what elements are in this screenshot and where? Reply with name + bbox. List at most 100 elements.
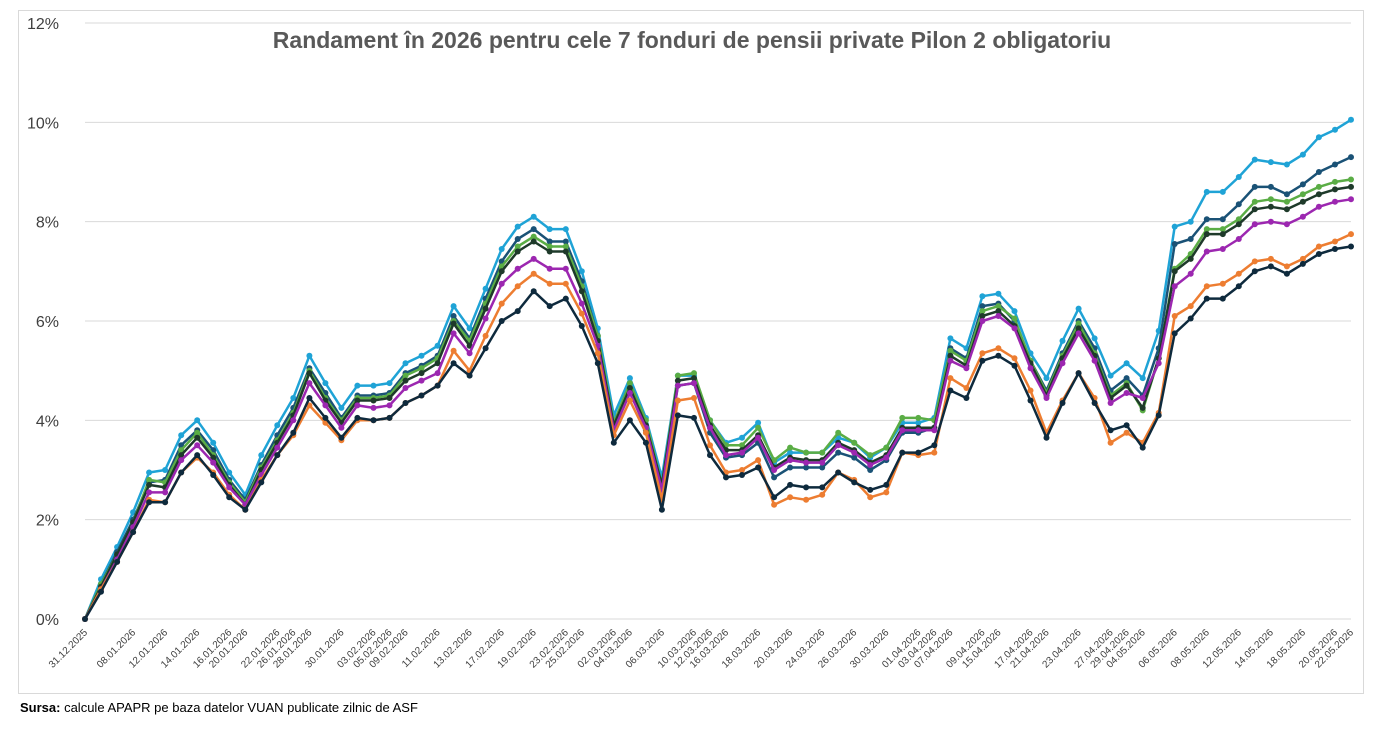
data-point (851, 439, 858, 446)
data-point (610, 439, 617, 446)
data-point (691, 380, 697, 387)
data-point (867, 486, 874, 493)
data-point (1107, 439, 1114, 446)
data-point (178, 447, 185, 454)
data-point (290, 395, 297, 401)
data-point (402, 360, 409, 367)
y-tick-label: 0% (36, 612, 59, 629)
data-point (194, 452, 201, 459)
data-point (1332, 186, 1338, 193)
data-point (98, 588, 104, 595)
data-point (626, 417, 633, 424)
data-point (642, 439, 649, 446)
data-point (1187, 270, 1194, 277)
data-point (386, 402, 393, 409)
data-point (338, 404, 345, 411)
data-point (194, 417, 201, 424)
data-point (578, 288, 585, 295)
data-point (482, 332, 489, 339)
data-point (979, 303, 986, 310)
data-point (755, 419, 762, 426)
data-point (995, 352, 1002, 359)
data-point (1251, 198, 1258, 205)
data-point (546, 238, 553, 245)
data-point (370, 404, 377, 411)
data-point (803, 459, 810, 466)
data-point (1011, 325, 1018, 332)
data-point (482, 285, 489, 292)
data-point (739, 467, 745, 473)
data-point (418, 370, 425, 377)
data-point (1251, 221, 1258, 228)
data-point (1283, 270, 1290, 277)
data-point (915, 427, 922, 434)
data-point (995, 303, 1002, 310)
data-point (498, 318, 505, 324)
data-point (290, 417, 297, 424)
data-point (1011, 315, 1018, 322)
data-point (1267, 255, 1274, 262)
data-point (146, 481, 153, 488)
y-tick-label: 6% (36, 314, 59, 331)
data-point (819, 491, 826, 498)
data-point (1171, 330, 1178, 337)
data-point (1251, 258, 1258, 265)
data-point (1091, 357, 1098, 364)
data-point (1171, 223, 1178, 230)
data-point (498, 280, 505, 287)
data-point (418, 392, 425, 399)
data-point (546, 265, 553, 272)
series-4 (82, 183, 1354, 622)
data-point (995, 345, 1002, 352)
data-point (466, 325, 473, 332)
data-point (947, 335, 954, 342)
data-point (1091, 400, 1098, 406)
data-point (450, 330, 457, 337)
data-point (691, 370, 697, 377)
data-point (418, 377, 425, 384)
data-point (803, 464, 810, 471)
data-point (1091, 335, 1098, 342)
data-point (1299, 181, 1306, 188)
data-point (1267, 218, 1274, 225)
data-point (755, 464, 762, 471)
data-point (1235, 236, 1242, 242)
data-point (514, 223, 521, 230)
data-point (787, 481, 794, 488)
y-tick-label: 2% (36, 513, 59, 530)
data-point (210, 472, 217, 478)
data-point (1187, 303, 1194, 310)
data-point (707, 424, 713, 431)
data-point (915, 414, 922, 421)
data-point (674, 382, 681, 389)
data-point (258, 479, 265, 486)
data-point (626, 390, 633, 396)
data-point (707, 442, 713, 449)
data-point (578, 323, 585, 329)
series-line (83, 185, 1352, 620)
data-point (418, 365, 425, 372)
data-point (1107, 427, 1114, 434)
data-point (1299, 255, 1306, 262)
data-point (210, 459, 217, 466)
data-point (162, 467, 169, 473)
data-point (482, 305, 489, 312)
data-point (947, 357, 954, 364)
data-point (755, 434, 762, 441)
data-point (867, 452, 874, 459)
series-line (83, 155, 1352, 620)
data-point (178, 432, 185, 439)
data-point (995, 290, 1002, 297)
data-point (1251, 268, 1258, 275)
data-point (787, 494, 794, 501)
data-point (1219, 231, 1226, 238)
data-point (530, 213, 537, 220)
data-point (1139, 444, 1146, 451)
data-point (867, 467, 874, 473)
data-point (691, 395, 697, 401)
data-point (162, 489, 169, 496)
data-point (1332, 198, 1338, 205)
data-point (1315, 134, 1322, 141)
data-point (931, 427, 938, 434)
data-point (658, 506, 665, 513)
